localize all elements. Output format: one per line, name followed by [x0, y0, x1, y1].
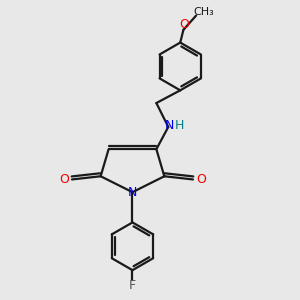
Text: N: N — [164, 119, 174, 132]
Text: O: O — [179, 18, 189, 31]
Text: CH₃: CH₃ — [193, 7, 214, 17]
Text: O: O — [196, 173, 206, 186]
Text: O: O — [59, 173, 69, 186]
Text: F: F — [129, 279, 136, 292]
Text: H: H — [175, 119, 184, 132]
Text: N: N — [128, 187, 137, 200]
